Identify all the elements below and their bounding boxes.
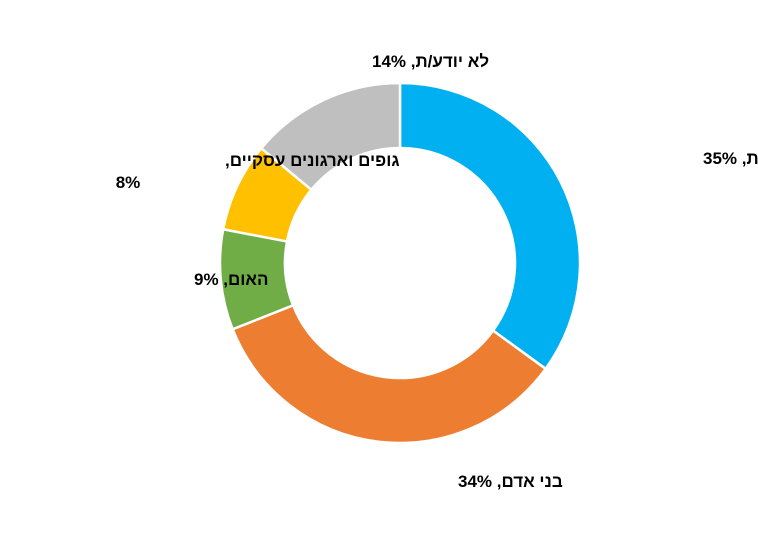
slices-layer [218, 81, 582, 445]
data-label-un: האום, 9% [194, 270, 268, 289]
data-label-businesses-line-2: 8% [116, 173, 141, 192]
data-label-businesses-line-1: גופים וארגונים עסקיים, [225, 151, 400, 170]
data-label-humans: בני אדם, 34% [458, 472, 563, 491]
data-label-dont-know: לא יודע/ת, 14% [372, 52, 489, 71]
slice-governments [398, 81, 582, 371]
slice-dont-know [259, 81, 402, 192]
slice-humans [231, 303, 548, 445]
labels-layer: ממשלות, 35% בני אדם, 34% האום, 9% גופים ואר… [116, 52, 758, 491]
data-label-governments: ממשלות, 35% [703, 149, 758, 168]
